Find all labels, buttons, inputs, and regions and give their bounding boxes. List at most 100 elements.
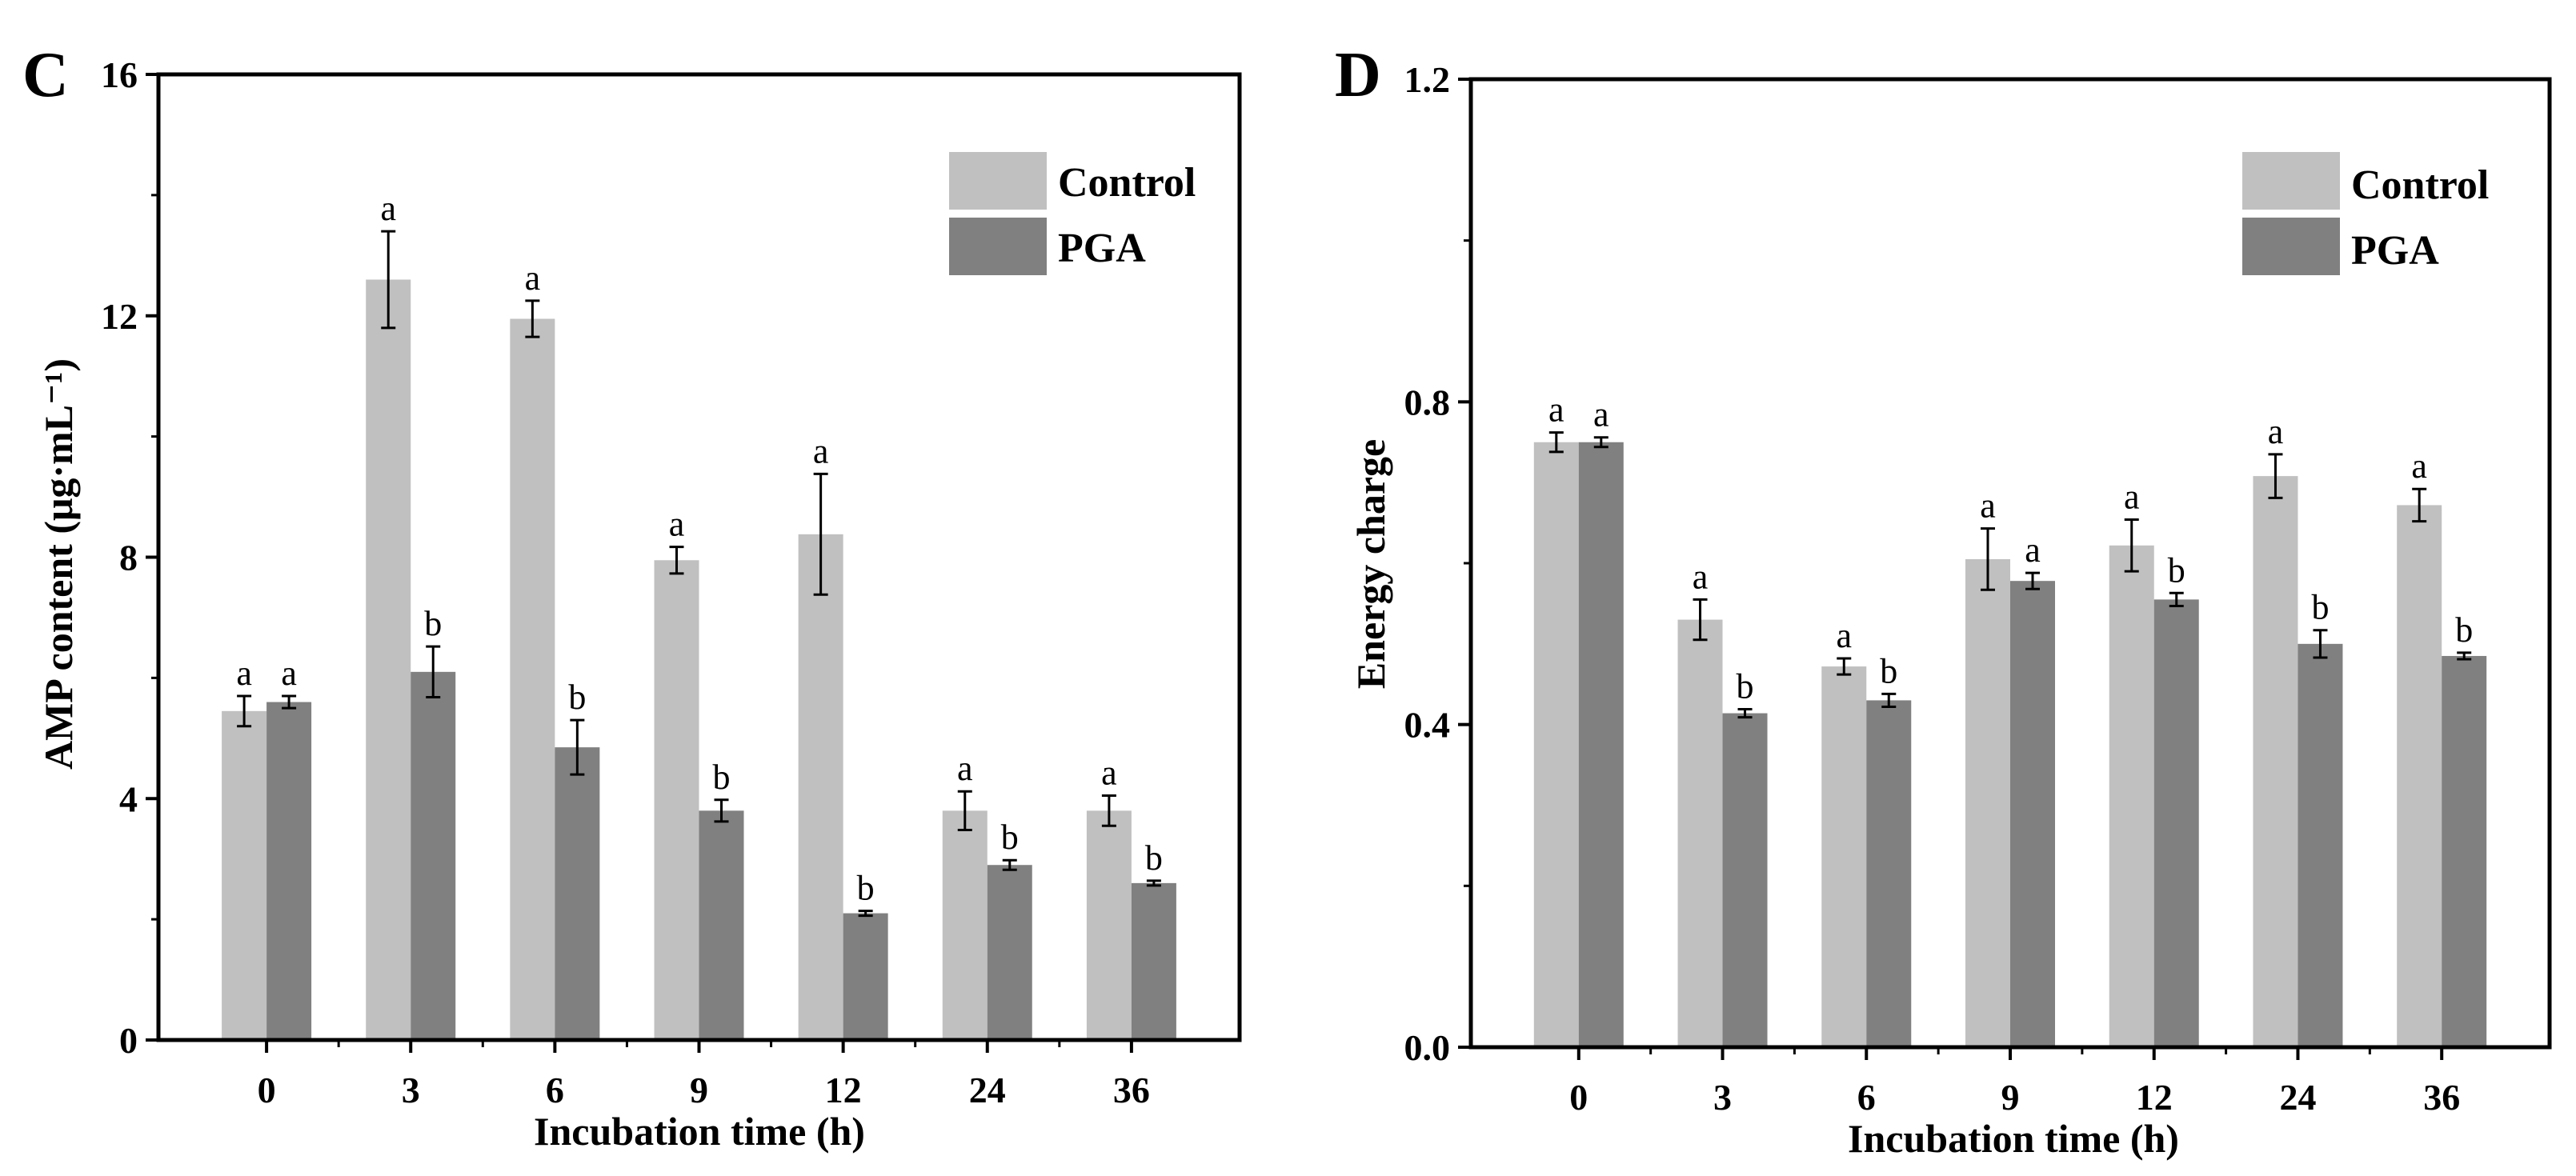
significance-label-control: a	[2411, 446, 2427, 486]
y-tick-label: 0	[119, 1020, 138, 1061]
x-tick-label: 9	[2001, 1077, 2020, 1118]
bar-pga	[2298, 643, 2343, 1047]
x-tick-label: 3	[402, 1070, 420, 1110]
y-tick-label: 4	[119, 778, 138, 819]
x-tick-label: 24	[2279, 1077, 2316, 1118]
x-tick-label: 36	[1113, 1070, 1150, 1110]
significance-label-control: a	[1548, 390, 1564, 430]
bar-pga	[1866, 700, 1912, 1047]
bar-control	[1533, 442, 1579, 1047]
significance-label-pga: b	[1145, 838, 1163, 878]
plot-frame	[1468, 77, 2552, 1050]
x-axis-label: Incubation time (h)	[534, 1109, 865, 1154]
y-tick-label: 0.4	[1404, 705, 1451, 746]
significance-label-control: a	[957, 749, 973, 788]
significance-label-pga: b	[713, 758, 731, 797]
significance-label-pga: b	[1737, 667, 1754, 706]
x-tick-label: 3	[1713, 1077, 1732, 1118]
significance-label-pga: b	[2455, 610, 2473, 650]
x-tick-label: 0	[1569, 1077, 1588, 1118]
legend-swatch-control	[2242, 152, 2340, 210]
bar-control	[222, 710, 267, 1040]
legend-label-control: Control	[2351, 162, 2489, 208]
bar-control	[654, 560, 699, 1040]
significance-label-pga: b	[424, 604, 442, 643]
bar-pga	[555, 747, 600, 1040]
bar-control	[942, 810, 988, 1040]
bar-control	[1086, 810, 1132, 1040]
y-tick-label: 0.0	[1404, 1027, 1451, 1068]
significance-label-control: a	[1693, 557, 1709, 596]
y-tick-label: 1.2	[1404, 59, 1451, 100]
bar-pga	[987, 865, 1032, 1040]
bar-pga	[2010, 581, 2055, 1047]
bar-control	[1821, 666, 1867, 1047]
bar-pga	[699, 810, 744, 1040]
y-tick-label: 12	[101, 296, 138, 337]
significance-label-control: a	[1980, 486, 1996, 526]
significance-label-control: a	[2124, 478, 2140, 517]
x-tick-label: 12	[825, 1070, 862, 1110]
y-tick-label: 16	[101, 54, 138, 95]
significance-label-pga: b	[2168, 550, 2185, 590]
significance-label-control: a	[525, 258, 541, 298]
y-tick-label: 8	[119, 538, 138, 578]
legend-label-pga: PGA	[2351, 228, 2439, 274]
panel-letter: C	[22, 40, 69, 110]
bar-control	[798, 534, 843, 1040]
significance-label-control: a	[236, 654, 252, 693]
significance-label-control: a	[1101, 753, 1117, 792]
x-tick-label: 12	[2136, 1077, 2173, 1118]
bar-control	[1677, 619, 1723, 1047]
significance-label-pga: b	[568, 678, 586, 717]
bar-pga	[843, 913, 888, 1040]
significance-label-pga: b	[1001, 818, 1019, 857]
legend-label-pga: PGA	[1058, 226, 1146, 271]
significance-label-pga: a	[1593, 395, 1609, 434]
x-tick-label: 6	[1857, 1077, 1876, 1118]
plot-frame	[156, 72, 1242, 1042]
legend: Control PGA	[2242, 152, 2489, 275]
bar-control	[2253, 476, 2298, 1047]
legend: Control PGA	[949, 152, 1196, 275]
bar-control	[510, 318, 555, 1041]
bar-pga	[266, 702, 312, 1040]
bar-pga	[411, 671, 456, 1040]
x-tick-label: 24	[969, 1070, 1006, 1110]
legend-label-control: Control	[1058, 160, 1196, 206]
significance-label-control: a	[1837, 616, 1853, 655]
significance-label-pga: b	[857, 869, 875, 908]
bar-pga	[2442, 655, 2487, 1047]
y-axis-label: Energy charge	[1348, 439, 1393, 689]
y-axis-label: AMP content (μg·mL⁻¹)	[36, 358, 81, 770]
significance-label-control: a	[2268, 412, 2284, 451]
significance-label-pga: b	[1880, 651, 1897, 690]
significance-label-pga: b	[2311, 588, 2329, 627]
y-tick-label: 0.8	[1404, 382, 1451, 422]
x-axis-label: Incubation time (h)	[1848, 1116, 2179, 1161]
significance-label-pga: a	[281, 654, 297, 693]
bar-pga	[1578, 442, 1624, 1047]
bar-control	[2397, 505, 2442, 1047]
legend-swatch-pga	[2242, 218, 2340, 275]
significance-label-control: a	[380, 189, 396, 228]
x-tick-label: 6	[546, 1070, 564, 1110]
bar-control	[1965, 558, 2010, 1047]
bar-control	[366, 279, 411, 1040]
legend-swatch-control	[949, 152, 1047, 210]
legend-swatch-pga	[949, 218, 1047, 275]
panel-letter: D	[1335, 40, 1381, 110]
x-tick-label: 36	[2423, 1077, 2460, 1118]
x-tick-label: 9	[690, 1070, 708, 1110]
significance-label-control: a	[669, 505, 685, 544]
significance-label-control: a	[813, 431, 829, 470]
bar-control	[2109, 545, 2154, 1047]
bar-pga	[2153, 599, 2199, 1047]
significance-label-pga: a	[2025, 530, 2041, 570]
panel-d: D Energy charge Incubation time (h) aaaa…	[1335, 40, 2552, 1161]
panel-c: C AMP content (μg·mL⁻¹) Incubation time …	[22, 40, 1242, 1154]
x-tick-label: 0	[258, 1070, 276, 1110]
